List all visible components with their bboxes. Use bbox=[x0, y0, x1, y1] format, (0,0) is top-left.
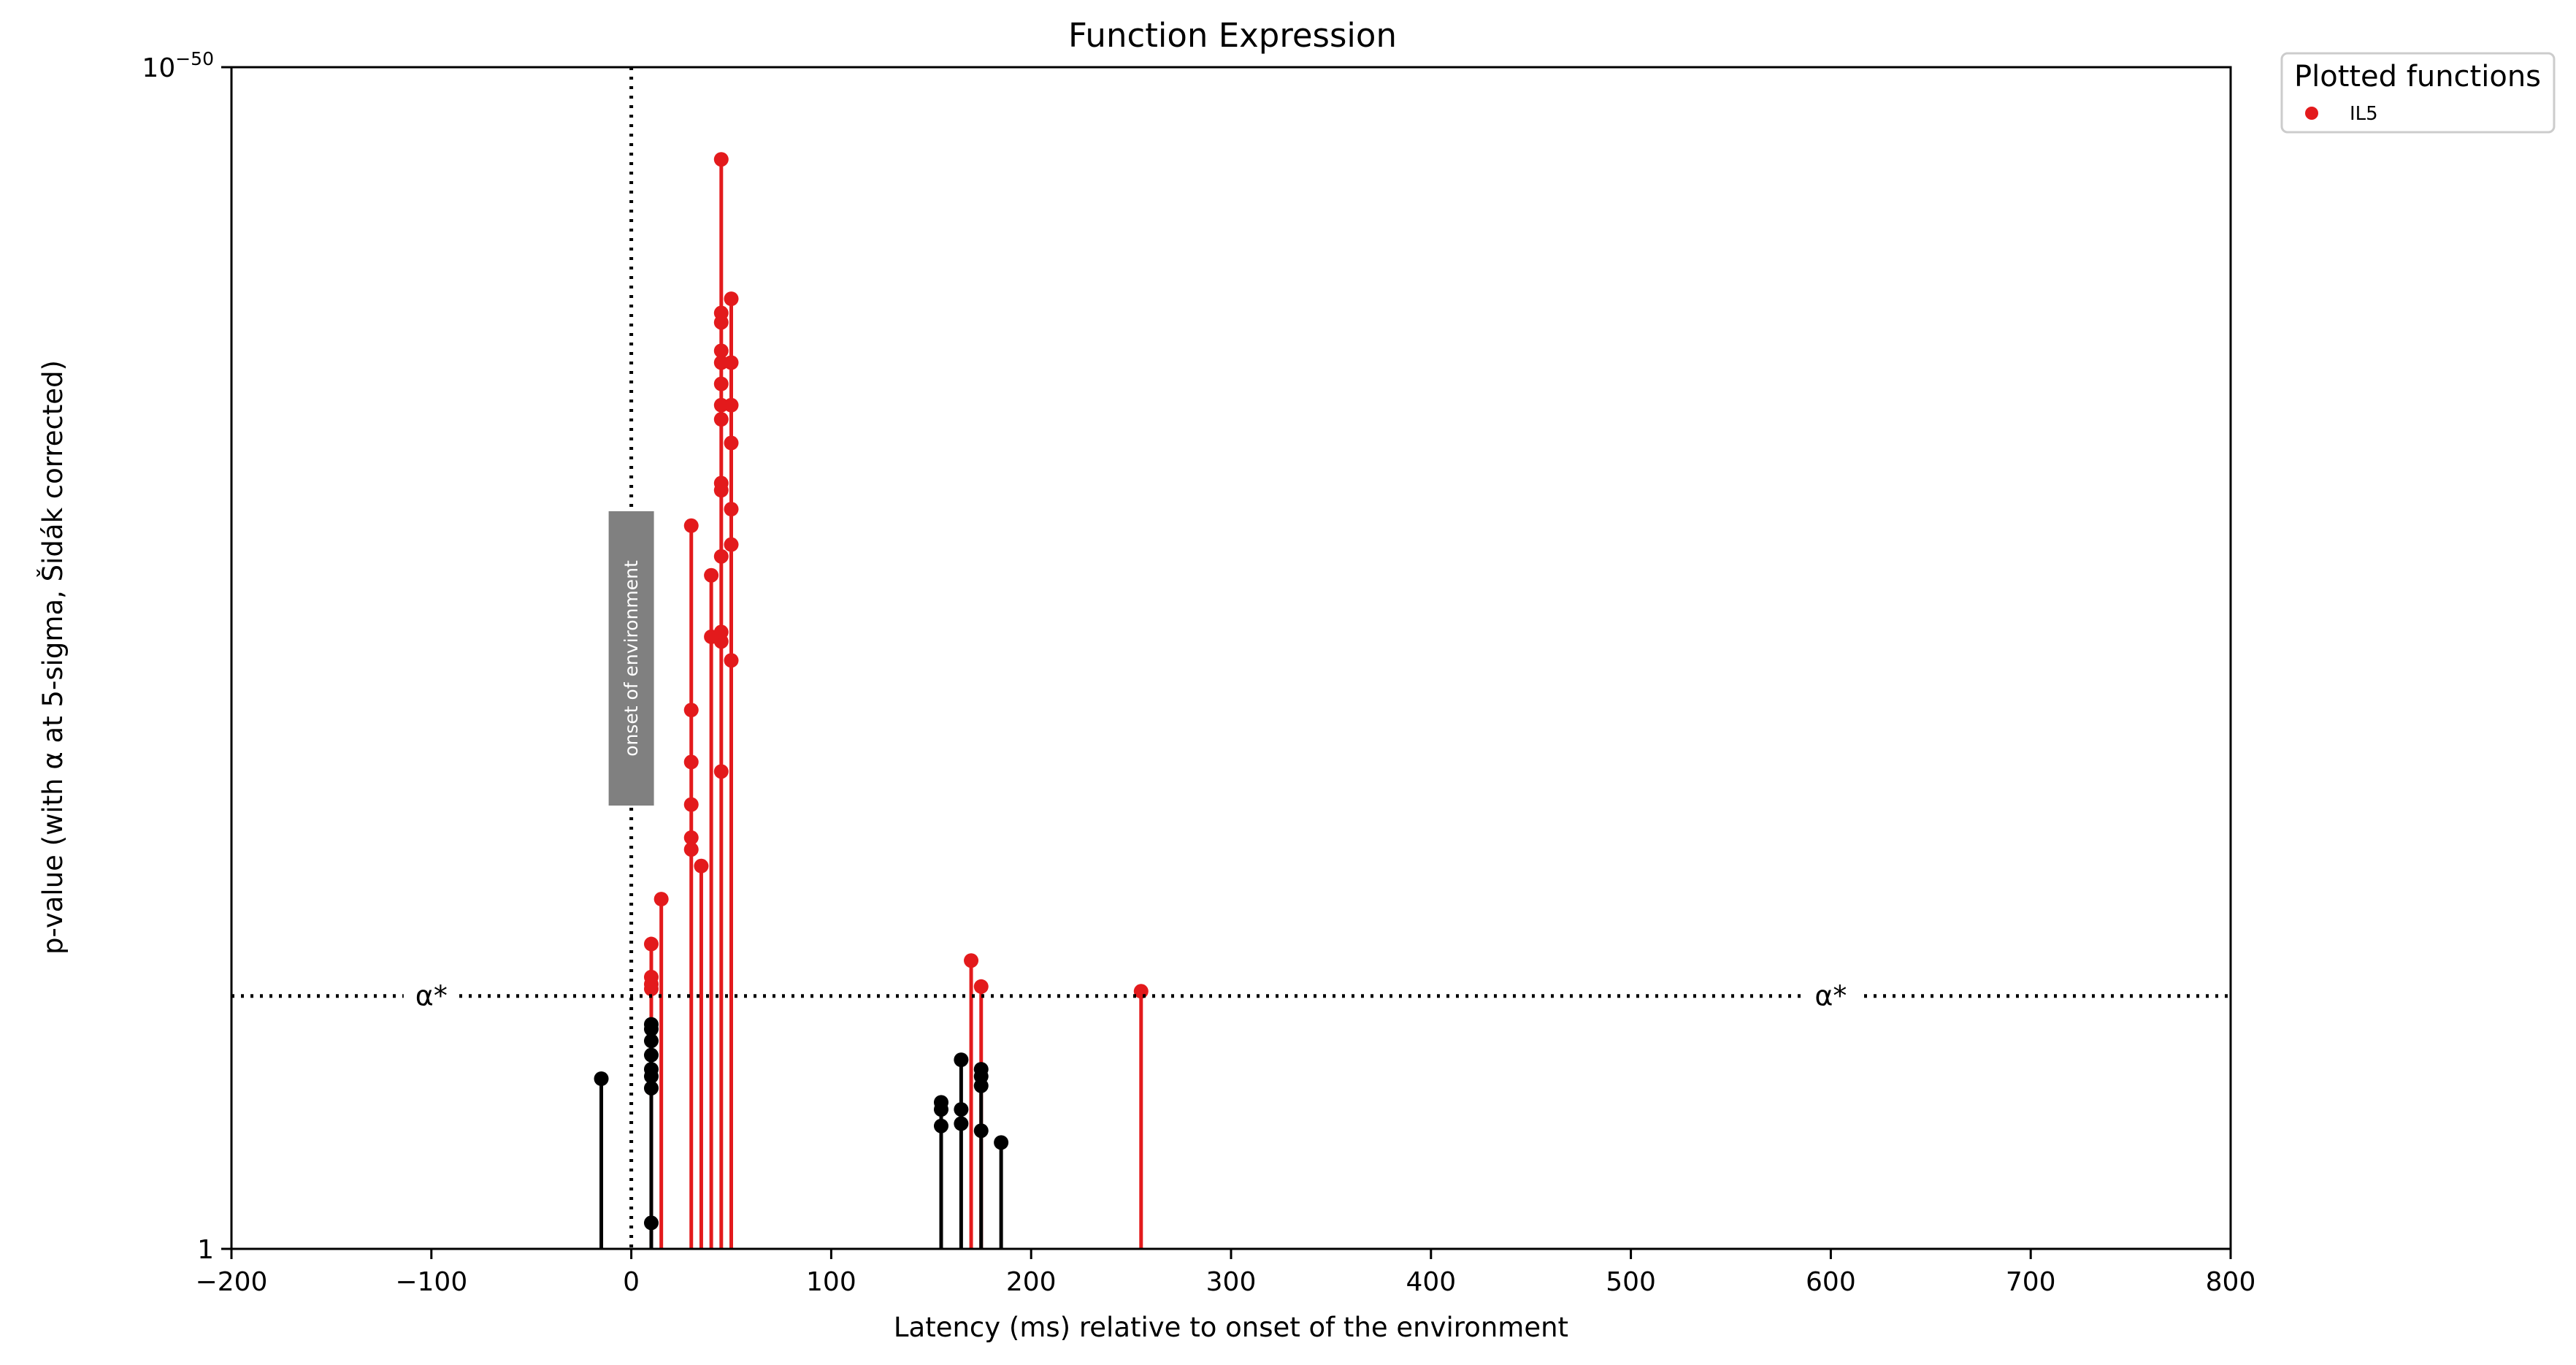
data-point bbox=[724, 537, 739, 552]
data-point bbox=[683, 754, 699, 770]
data-point bbox=[683, 830, 699, 845]
alpha-labels: α* α* bbox=[403, 978, 1859, 1014]
data-point bbox=[713, 343, 729, 359]
data-point bbox=[724, 653, 739, 668]
stems-layer bbox=[599, 159, 1143, 1249]
data-point bbox=[973, 1123, 989, 1139]
data-point bbox=[713, 475, 729, 491]
data-point bbox=[724, 435, 739, 451]
data-point bbox=[683, 703, 699, 718]
data-point bbox=[724, 291, 739, 307]
legend-title: Plotted functions bbox=[2294, 60, 2541, 93]
data-point bbox=[713, 305, 729, 321]
data-point bbox=[724, 397, 739, 413]
y-axis-label: p-value (with α at 5-sigma, Šidák correc… bbox=[37, 360, 69, 955]
data-point bbox=[713, 397, 729, 413]
x-tick-label: 0 bbox=[623, 1267, 640, 1297]
x-tick-label: 200 bbox=[1006, 1267, 1057, 1297]
data-point bbox=[954, 1102, 969, 1117]
alpha-label: α* bbox=[1814, 980, 1847, 1012]
data-point bbox=[653, 892, 669, 907]
y-axis: 1 10−50 bbox=[142, 48, 231, 1265]
alpha-label-bg bbox=[1803, 978, 1859, 1014]
data-point bbox=[683, 797, 699, 812]
data-point bbox=[713, 412, 729, 427]
x-tick-label: −200 bbox=[196, 1267, 268, 1297]
y-tick-label: 1 bbox=[197, 1235, 214, 1265]
data-point bbox=[683, 842, 699, 857]
data-point bbox=[954, 1116, 969, 1131]
data-point bbox=[713, 376, 729, 391]
data-point bbox=[643, 1080, 659, 1096]
data-point bbox=[704, 567, 719, 583]
chart-title: Function Expression bbox=[1068, 16, 1397, 55]
data-point bbox=[713, 152, 729, 167]
data-point bbox=[643, 1215, 659, 1231]
data-point bbox=[954, 1052, 969, 1068]
data-point bbox=[713, 548, 729, 564]
data-point bbox=[973, 1062, 989, 1077]
data-point bbox=[713, 764, 729, 779]
data-point bbox=[713, 624, 729, 640]
data-point bbox=[694, 858, 709, 873]
legend-item-il5: IL5 bbox=[2350, 103, 2378, 125]
data-point bbox=[643, 1033, 659, 1049]
data-point bbox=[994, 1135, 1009, 1150]
data-point bbox=[643, 1017, 659, 1032]
x-axis-label: Latency (ms) relative to onset of the en… bbox=[894, 1312, 1568, 1343]
alpha-label-bg bbox=[403, 978, 459, 1014]
x-tick-label: 700 bbox=[2006, 1267, 2056, 1297]
markers-layer bbox=[594, 152, 1149, 1231]
x-tick-label: −100 bbox=[395, 1267, 467, 1297]
x-tick-label: 400 bbox=[1406, 1267, 1456, 1297]
data-point bbox=[683, 518, 699, 533]
x-tick-label: 300 bbox=[1206, 1267, 1257, 1297]
onset-label-box bbox=[608, 511, 654, 806]
alpha-label: α* bbox=[415, 980, 448, 1012]
data-point bbox=[973, 979, 989, 994]
x-tick-label: 600 bbox=[1806, 1267, 1856, 1297]
onset-label: onset of environment bbox=[621, 560, 642, 757]
data-point bbox=[724, 355, 739, 370]
x-tick-label: 100 bbox=[806, 1267, 856, 1297]
legend-marker-il5 bbox=[2305, 107, 2318, 120]
data-point bbox=[933, 1118, 948, 1133]
y-tick-label: 10−50 bbox=[142, 48, 214, 83]
legend: Plotted functions IL5 bbox=[2280, 52, 2556, 134]
data-point bbox=[643, 936, 659, 952]
plot-frame bbox=[230, 66, 2232, 1250]
legend-frame bbox=[2280, 52, 2556, 134]
data-point bbox=[724, 502, 739, 517]
data-point bbox=[594, 1071, 609, 1087]
x-axis: −200 −100 0 100 200 300 400 500 600 700 800 bbox=[196, 1249, 2256, 1297]
data-point bbox=[643, 969, 659, 984]
data-point bbox=[643, 1047, 659, 1063]
x-tick-label: 800 bbox=[2206, 1267, 2256, 1297]
data-point bbox=[643, 1062, 659, 1077]
data-point bbox=[933, 1095, 948, 1110]
x-tick-label: 500 bbox=[1606, 1267, 1656, 1297]
data-point bbox=[964, 953, 979, 968]
data-point bbox=[713, 355, 729, 370]
